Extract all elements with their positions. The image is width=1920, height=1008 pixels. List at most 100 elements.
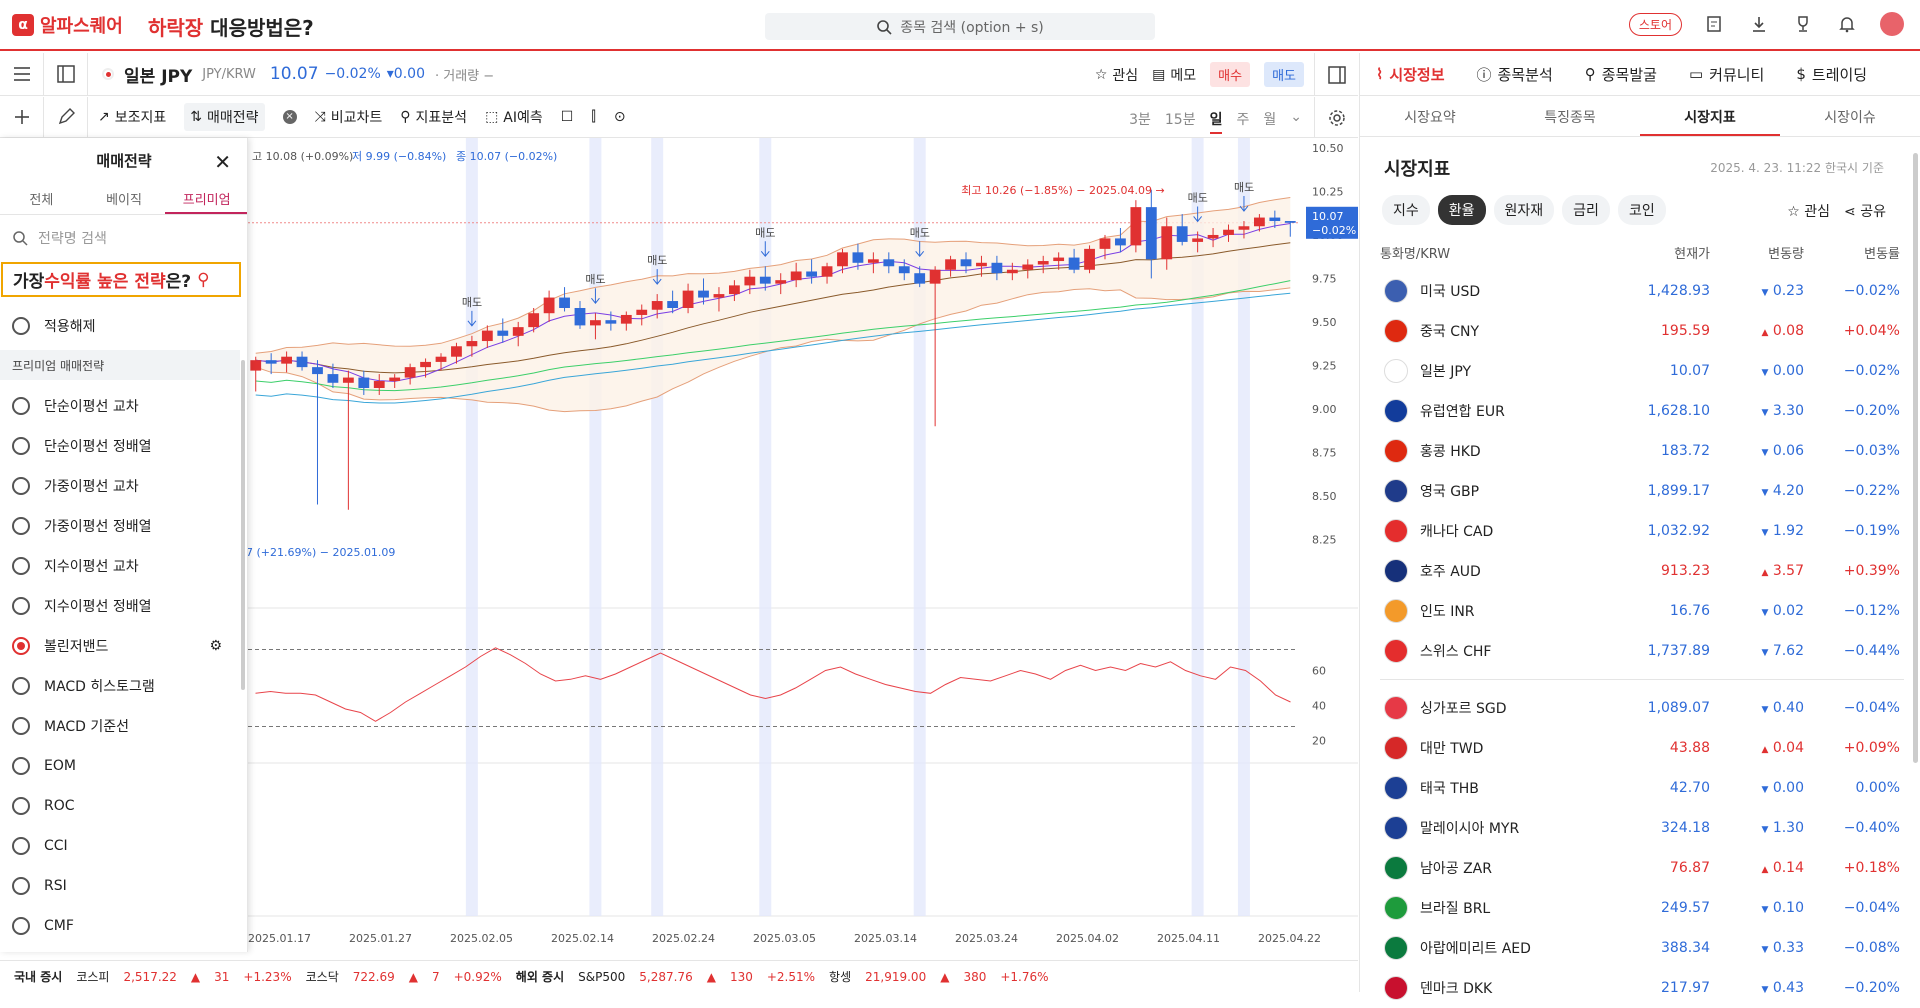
table-row[interactable]: 일본 JPY 10.07 ▼ 0.00 −0.02% [1380, 351, 1904, 391]
nav-community[interactable]: ▭ 커뮤니티 [1688, 65, 1765, 84]
global-search-input[interactable]: 종목 검색 (option + s) [765, 13, 1155, 40]
strategy-item[interactable]: 가중이평선 정배열 [0, 506, 240, 546]
ai-predict-button[interactable]: ⬚ AI예측 [485, 109, 543, 126]
tab-premium[interactable]: 프리미엄 [165, 184, 247, 214]
table-row[interactable]: 태국 THB 42.70 ▼ 0.00 0.00% [1380, 768, 1904, 808]
indicator-analysis-button[interactable]: ⚲ 지표분석 [400, 109, 468, 126]
strategy-item[interactable]: MACD 히스토그램 [0, 666, 240, 706]
table-row[interactable]: 홍콩 HKD 183.72 ▼ 0.06 −0.03% [1380, 431, 1904, 471]
chevron-down-icon[interactable]: ⌄ [1290, 109, 1302, 125]
tf-day[interactable]: 일 [1209, 109, 1223, 134]
strategy-item[interactable]: 단순이평선 교차 [0, 386, 240, 426]
tf-week[interactable]: 주 [1236, 112, 1250, 128]
table-row[interactable]: 브라질 BRL 249.57 ▼ 0.10 −0.04% [1380, 888, 1904, 928]
tab-all[interactable]: 전체 [29, 193, 54, 208]
chip-commodity[interactable]: 원자재 [1493, 195, 1555, 225]
price-chart[interactable]: 10.5010.2510.009.759.509.259.008.758.508… [246, 138, 1358, 952]
candle-type-icon[interactable]: ⫿ [591, 109, 596, 125]
tab-market-summary[interactable]: 시장요약 [1404, 110, 1456, 126]
ticker-hangseng[interactable]: 항셍 [829, 970, 852, 984]
promo-banner[interactable]: 하락장 대응방법은? [148, 16, 314, 40]
strategy-item[interactable]: RSI [0, 866, 240, 906]
table-row[interactable]: 남아공 ZAR 76.87 ▲ 0.14 +0.18% [1380, 848, 1904, 888]
table-row[interactable]: 인도 INR 16.76 ▼ 0.02 −0.12% [1380, 591, 1904, 631]
table-row[interactable]: 호주 AUD 913.23 ▲ 3.57 +0.39% [1380, 551, 1904, 591]
strategy-item[interactable]: 지수이평선 교차 [0, 546, 240, 586]
symbol-info[interactable]: 일본 JPY JPY/KRW 10.07 −0.02% ▾0.00 · 거래량 … [102, 62, 494, 87]
aux-indicator-button[interactable]: ↗ 보조지표 [98, 109, 167, 126]
strategy-clear[interactable]: 적용해제 [0, 306, 240, 346]
tab-featured-stocks[interactable]: 특징종목 [1544, 110, 1596, 126]
chip-index[interactable]: 지수 [1382, 195, 1430, 225]
tab-market-issues[interactable]: 시장이슈 [1824, 110, 1876, 126]
layout-icon[interactable] [44, 52, 88, 96]
ticker-kospi[interactable]: 코스피 [76, 970, 110, 984]
portfolio-icon[interactable] [1704, 13, 1726, 35]
sell-button[interactable]: 매도 [1264, 62, 1304, 87]
avatar[interactable] [1880, 12, 1904, 36]
chip-fx[interactable]: 환율 [1437, 195, 1486, 225]
watch-button[interactable]: ☆ 관심 [1094, 66, 1139, 84]
compare-chart-button[interactable]: ⤨ 비교차트 [314, 109, 383, 126]
strategy-item[interactable]: CMF [0, 906, 240, 946]
table-row[interactable]: 스위스 CHF 1,737.89 ▼ 7.62 −0.44% [1380, 631, 1904, 671]
share-button[interactable]: ⋖ 공유 [1844, 204, 1886, 220]
gear-icon[interactable]: ⚙ [209, 638, 222, 654]
strategy-item[interactable]: ROC [0, 786, 240, 826]
scrollbar[interactable] [241, 360, 245, 690]
store-button[interactable]: 스토어 [1628, 12, 1682, 36]
table-row[interactable]: 아랍에미리트 AED 388.34 ▼ 0.33 −0.08% [1380, 928, 1904, 968]
square-tool-icon[interactable]: ☐ [560, 109, 574, 125]
nav-market-info[interactable]: ⌇ 시장정보 [1376, 65, 1445, 84]
table-row[interactable]: 말레이시아 MYR 324.18 ▼ 1.30 −0.40% [1380, 808, 1904, 848]
table-row[interactable]: 중국 CNY 195.59 ▲ 0.08 +0.04% [1380, 311, 1904, 351]
logo[interactable]: α 알파스퀘어 [12, 12, 123, 38]
tab-basic[interactable]: 베이직 [106, 193, 142, 208]
watch-button[interactable]: ☆ 관심 [1787, 204, 1831, 220]
bell-icon[interactable] [1836, 13, 1858, 35]
chip-rate[interactable]: 금리 [1562, 195, 1610, 225]
table-row[interactable]: 캐나다 CAD 1,032.92 ▼ 1.92 −0.19% [1380, 511, 1904, 551]
menu-icon[interactable] [0, 52, 44, 96]
chart-area[interactable]: 10.5010.2510.009.759.509.259.008.758.508… [246, 138, 1358, 952]
trophy-icon[interactable] [1792, 13, 1814, 35]
add-icon[interactable] [0, 96, 44, 138]
table-row[interactable]: 덴마크 DKK 217.97 ▼ 0.43 −0.20% [1380, 968, 1904, 1008]
strategy-item[interactable]: CCI [0, 826, 240, 866]
strategy-button[interactable]: ⇅ 매매전략 [184, 103, 265, 131]
memo-button[interactable]: ▤ 메모 [1152, 66, 1197, 84]
draw-pen-icon[interactable] [44, 96, 88, 138]
camera-icon[interactable]: ⊙ [613, 109, 626, 125]
strategy-item[interactable]: 지수이평선 정배열 [0, 586, 240, 626]
strategy-item[interactable]: 가중이평선 교차 [0, 466, 240, 506]
strategy-promo-banner[interactable]: 가장 수익률 높은 전략 은? ⚲ [1, 262, 241, 297]
strategy-item[interactable]: 볼린저밴드 ⚙ [0, 626, 240, 666]
gear-icon[interactable] [1314, 97, 1358, 138]
close-icon[interactable]: ✕ [214, 150, 231, 174]
download-icon[interactable] [1748, 13, 1770, 35]
nav-stock-discovery[interactable]: ⚲ 종목발굴 [1584, 65, 1657, 84]
candle-body [914, 273, 926, 284]
strategy-item[interactable]: 단순이평선 정배열 [0, 426, 240, 466]
tab-market-indicators[interactable]: 시장지표 [1640, 96, 1780, 136]
table-row[interactable]: 싱가포르 SGD 1,089.07 ▼ 0.40 −0.04% [1380, 688, 1904, 728]
scrollbar[interactable] [1913, 153, 1918, 763]
nav-trading[interactable]: $ 트레이딩 [1796, 65, 1868, 84]
panel-toggle-icon[interactable] [1314, 53, 1358, 96]
ticker-sp500[interactable]: S&P500 [578, 969, 626, 984]
table-row[interactable]: 유럽연합 EUR 1,628.10 ▼ 3.30 −0.20% [1380, 391, 1904, 431]
table-row[interactable]: 영국 GBP 1,899.17 ▼ 4.20 −0.22% [1380, 471, 1904, 511]
chip-coin[interactable]: 코인 [1617, 195, 1666, 225]
strategy-search-input[interactable]: 전략명 검색 [12, 228, 107, 248]
strategy-item[interactable]: MACD 기준선 [0, 706, 240, 746]
remove-strategy-icon[interactable]: × [282, 110, 297, 124]
table-row[interactable]: 미국 USD 1,428.93 ▼ 0.23 −0.02% [1380, 271, 1904, 311]
tf-month[interactable]: 월 [1263, 112, 1277, 128]
nav-stock-analysis[interactable]: ⓘ 종목분석 [1476, 65, 1553, 84]
table-row[interactable]: 대만 TWD 43.88 ▲ 0.04 +0.09% [1380, 728, 1904, 768]
buy-button[interactable]: 매수 [1210, 62, 1251, 87]
tf-15m[interactable]: 15분 [1164, 112, 1196, 128]
ticker-kosdaq[interactable]: 코스닥 [305, 970, 339, 984]
strategy-item[interactable]: EOM [0, 746, 240, 786]
tf-3m[interactable]: 3분 [1129, 112, 1151, 128]
